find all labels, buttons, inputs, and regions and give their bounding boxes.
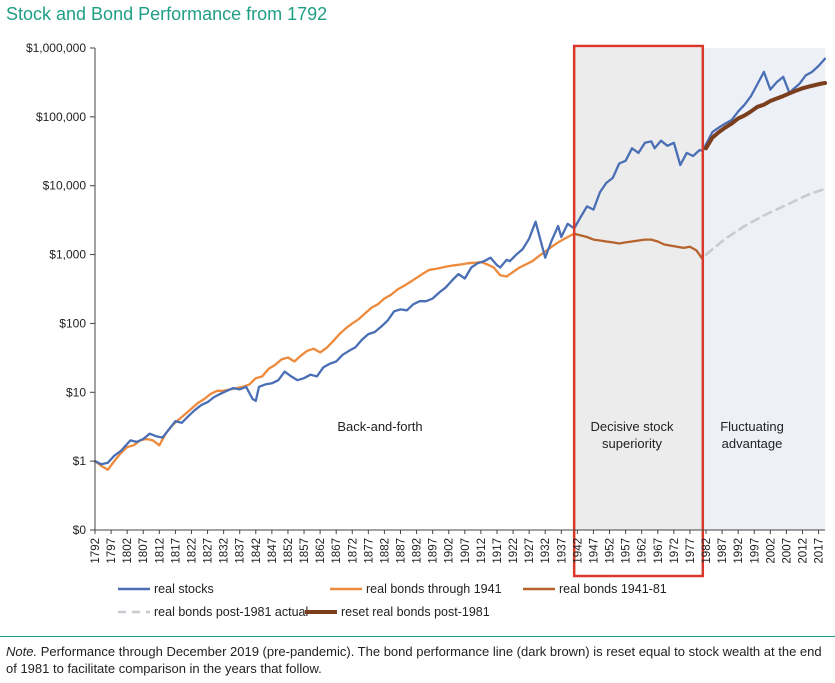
legend-label: real bonds through 1941	[366, 582, 502, 596]
x-tick-label: 1882	[379, 538, 391, 564]
x-tick-label: 1812	[154, 538, 166, 564]
x-tick-label: 1877	[363, 538, 375, 564]
x-tick-label: 1942	[572, 538, 584, 564]
y-tick-label: $100	[59, 316, 86, 330]
y-tick-label: $1	[73, 454, 87, 468]
legend-label: real bonds post-1981 actual	[154, 605, 308, 619]
x-tick-label: 1827	[203, 538, 215, 564]
note-divider	[0, 636, 835, 637]
series-line-real-bonds-through-1941	[93, 232, 576, 471]
note-label: Note.	[6, 644, 38, 659]
x-tick-label: 1932	[540, 538, 552, 564]
x-tick-label: 1867	[331, 538, 343, 564]
x-tick-label: 1802	[122, 538, 134, 564]
note-text: Performance through December 2019 (pre-p…	[6, 644, 822, 676]
x-tick-label: 1887	[396, 538, 408, 564]
x-tick-label: 1972	[669, 538, 681, 564]
region-label: Decisive stock	[590, 419, 674, 434]
region-label: advantage	[722, 436, 783, 451]
y-tick-label: $10,000	[43, 179, 87, 193]
series-line-real-bonds-post-1981-actual	[704, 187, 827, 256]
region-label: superiority	[602, 436, 662, 451]
x-tick-label: 1947	[589, 538, 601, 564]
x-tick-label: 1822	[187, 538, 199, 564]
x-tick-label: 1957	[621, 538, 633, 564]
decisive-highlight-box	[572, 44, 705, 578]
series-line-real-bonds-1941-81	[573, 232, 704, 261]
chart-svg: $0 $1 $10 $100 $1,000 $10,000 $100,000 $1,000,0…	[26, 41, 827, 619]
legend-label: real stocks	[154, 582, 214, 596]
x-tick-label: 1902	[444, 538, 456, 564]
x-tick-label: 1907	[460, 538, 472, 564]
x-tick-label: 1792	[90, 538, 102, 564]
legend: real stocks real bonds through 1941 real b…	[118, 582, 667, 619]
x-tick-label: 2012	[798, 538, 810, 564]
x-tick-label: 1807	[138, 538, 150, 564]
x-tick-label: 1927	[524, 538, 536, 564]
region-labels: Back-and-forth Decisive stock superiority F…	[337, 419, 783, 451]
x-tick-label: 1797	[106, 538, 118, 564]
x-tick-label: 1837	[235, 538, 247, 564]
x-tick-label: 1982	[701, 538, 713, 564]
x-tick-label: 1852	[283, 538, 295, 564]
region-shading	[574, 48, 825, 530]
region-label: Back-and-forth	[337, 419, 422, 434]
y-tick-label: $1,000,000	[26, 41, 86, 55]
x-tick-label: 1897	[428, 538, 440, 564]
x-tick-label: 1912	[476, 538, 488, 564]
y-tick-label: $100,000	[36, 110, 86, 124]
x-tick-label: 1977	[685, 538, 697, 564]
series-line-reset-real-bonds-post-1981	[704, 81, 827, 151]
footnote: Note. Performance through December 2019 …	[6, 643, 831, 677]
x-tick-label: 1987	[717, 538, 729, 564]
x-tick-label: 2002	[765, 538, 777, 564]
x-tick-label: 1842	[251, 538, 263, 564]
axes: $0 $1 $10 $100 $1,000 $10,000 $100,000 $1,000,0…	[26, 41, 826, 564]
x-tick-label: 1872	[347, 538, 359, 564]
x-tick-label: 1937	[556, 538, 568, 564]
x-tick-label: 1857	[299, 538, 311, 564]
x-tick-label: 1992	[733, 538, 745, 564]
x-tick-label: 2017	[814, 538, 826, 564]
x-tick-label: 1967	[653, 538, 665, 564]
x-tick-label: 1962	[637, 538, 649, 564]
x-tick-label: 1892	[412, 538, 424, 564]
x-tick-label: 1862	[315, 538, 327, 564]
x-tick-label: 1922	[508, 538, 520, 564]
plot-area	[93, 44, 827, 578]
fluctuating-region-shade	[702, 48, 825, 530]
y-tick-label: $10	[66, 385, 86, 399]
chart-title: Stock and Bond Performance from 1792	[6, 4, 328, 24]
x-tick-label: 2007	[781, 538, 793, 564]
decisive-region-shade	[574, 48, 703, 530]
legend-label: reset real bonds post-1981	[341, 605, 490, 619]
x-tick-label: 1817	[170, 538, 182, 564]
x-tick-label: 1847	[267, 538, 279, 564]
x-tick-label: 1952	[605, 538, 617, 564]
x-tick-label: 1997	[749, 538, 761, 564]
legend-label: real bonds 1941-81	[559, 582, 667, 596]
y-tick-label: $1,000	[49, 248, 86, 262]
x-tick-label: 1832	[219, 538, 231, 564]
region-label: Fluctuating	[720, 419, 784, 434]
y-tick-label: $0	[73, 523, 87, 537]
x-tick-label: 1917	[492, 538, 504, 564]
